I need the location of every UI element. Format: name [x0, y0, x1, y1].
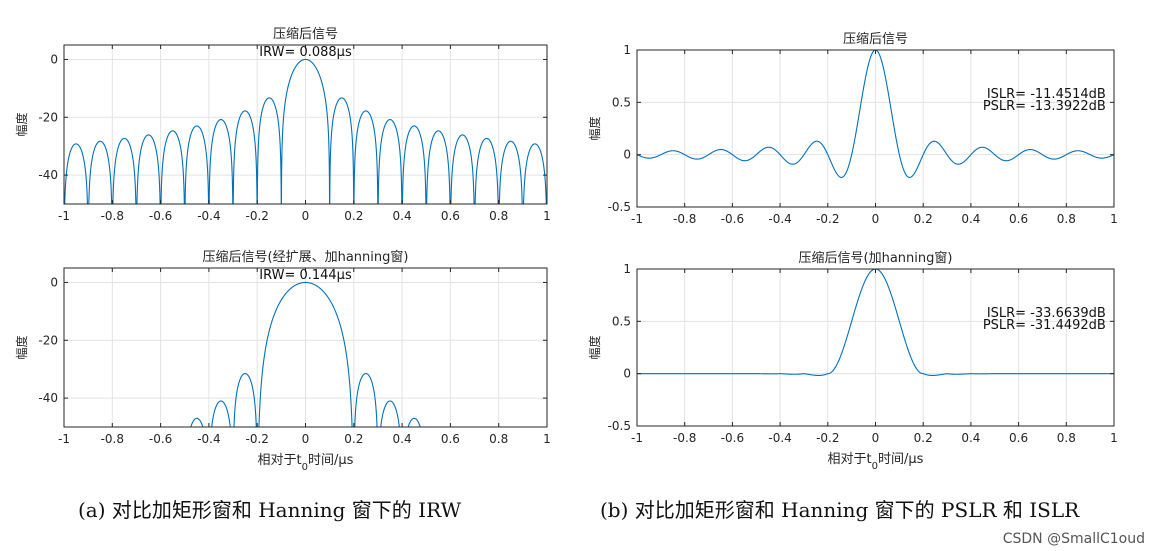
x-tick-label: -0.6: [149, 209, 172, 223]
x-tick-label: 0.2: [344, 432, 363, 446]
y-tick-label: -0.5: [608, 419, 631, 433]
y-tick-label: 0: [50, 275, 58, 289]
series-line: [637, 269, 1114, 377]
x-tick-label: 0: [302, 209, 310, 223]
series-line: [64, 58, 547, 204]
x-axis-label: 相对于t0时间/μs: [258, 453, 354, 473]
y-tick-label: 1: [623, 43, 631, 57]
caption-a: (a) 对比加矩形窗和 Hanning 窗下的 IRW: [78, 498, 462, 522]
x-tick-label: -0.6: [721, 431, 744, 445]
y-tick-label: -0.5: [608, 200, 631, 214]
x-tick-label: 0: [302, 432, 310, 446]
x-tick-label: -1: [631, 212, 643, 226]
chart-a2: -1 -0.8 -0.6 -0.4 -0.2 0 0.2 0.4 0.6 0.8 1 0 -20 -40 压…: [14, 249, 551, 473]
series-line: [190, 281, 421, 427]
pslr-annotation: PSLR= -31.4492dB: [983, 318, 1106, 333]
y-axis-label: 幅度: [14, 335, 29, 359]
chart-b1: -1 -0.8 -0.6 -0.4 -0.2 0 0.2 0.4 0.6 0.8 1 1 0.5 0 -0.…: [587, 31, 1118, 226]
y-tick-label: -40: [38, 168, 58, 182]
x-tick-label: -0.2: [245, 432, 268, 446]
x-tick-label: -0.8: [673, 431, 696, 445]
x-tick-label: -0.6: [149, 432, 172, 446]
x-tick-label: 0.4: [961, 212, 980, 226]
x-tick-label: 0: [872, 431, 880, 445]
x-tick-label: 0.8: [489, 209, 508, 223]
chart-b2: -1 -0.8 -0.6 -0.4 -0.2 0 0.2 0.4 0.6 0.8 1 1 0.5 0 -0.…: [587, 250, 1118, 472]
x-tick-label: 1: [543, 209, 551, 223]
x-tick-label: 0.8: [1057, 212, 1076, 226]
chart-title: 压缩后信号: [843, 31, 908, 47]
x-tick-label: 0.8: [489, 432, 508, 446]
chart-title: 压缩后信号(加hanning窗): [799, 250, 953, 266]
x-tick-label: -0.4: [197, 209, 220, 223]
x-tick-label: 0.6: [1009, 431, 1028, 445]
x-tick-label: 0.6: [1009, 212, 1028, 226]
x-tick-label: -0.4: [768, 431, 791, 445]
x-tick-label: 0.4: [961, 431, 980, 445]
irw-annotation: IRW= 0.088μs: [259, 45, 352, 60]
y-tick-label: 0.5: [612, 314, 631, 328]
chart-a1: -1 -0.8 -0.6 -0.4 -0.2 0 0.2 0.4 0.6 0.8 1 0 -20 -40 压…: [14, 26, 551, 223]
x-tick-label: 1: [1110, 212, 1118, 226]
y-tick-label: -20: [38, 333, 58, 347]
x-tick-label: -0.4: [197, 432, 220, 446]
x-tick-label: 0.4: [393, 209, 412, 223]
x-tick-label: -0.8: [101, 209, 124, 223]
x-tick-label: -0.8: [673, 212, 696, 226]
y-axis-label: 幅度: [587, 335, 602, 359]
caption-b: (b) 对比加矩形窗和 Hanning 窗下的 PSLR 和 ISLR: [600, 498, 1080, 522]
y-tick-label: -20: [38, 110, 58, 124]
islr-annotation: ISLR= -11.4514dB: [987, 87, 1106, 102]
y-tick-label: 1: [623, 262, 631, 276]
y-tick-label: 0: [50, 52, 58, 66]
x-tick-label: 0.2: [914, 431, 933, 445]
x-tick-label: -0.2: [245, 209, 268, 223]
y-tick-label: 0.5: [612, 95, 631, 109]
x-tick-label: -0.4: [768, 212, 791, 226]
x-tick-label: 0.8: [1057, 431, 1076, 445]
y-axis-label: 幅度: [14, 112, 29, 136]
x-tick-label: 0.6: [441, 209, 460, 223]
pslr-annotation: PSLR= -13.3922dB: [983, 99, 1106, 114]
x-tick-label: -1: [58, 432, 70, 446]
y-tick-label: 0: [623, 367, 631, 381]
x-tick-label: -0.6: [721, 212, 744, 226]
x-tick-label: -1: [631, 431, 643, 445]
x-tick-label: -0.2: [816, 431, 839, 445]
x-tick-label: 0.2: [914, 212, 933, 226]
chart-title: 压缩后信号: [273, 26, 338, 42]
x-tick-label: -0.2: [816, 212, 839, 226]
x-tick-label: 1: [1110, 431, 1118, 445]
y-tick-label: 0: [623, 148, 631, 162]
y-axis-label: 幅度: [587, 116, 602, 140]
irw-annotation: IRW= 0.144μs: [259, 268, 352, 283]
x-tick-label: 1: [543, 432, 551, 446]
y-tick-label: -40: [38, 391, 58, 405]
series-line: [637, 50, 1114, 178]
x-tick-label: -1: [58, 209, 70, 223]
x-tick-label: 0.2: [344, 209, 363, 223]
x-tick-label: -0.8: [101, 432, 124, 446]
x-tick-label: 0: [872, 212, 880, 226]
chart-title: 压缩后信号(经扩展、加hanning窗): [203, 249, 409, 265]
islr-annotation: ISLR= -33.6639dB: [987, 306, 1106, 321]
x-tick-label: 0.4: [393, 432, 412, 446]
watermark: CSDN @SmallC1oud: [1002, 531, 1145, 547]
x-tick-label: 0.6: [441, 432, 460, 446]
x-axis-label: 相对于t0时间/μs: [828, 452, 924, 472]
